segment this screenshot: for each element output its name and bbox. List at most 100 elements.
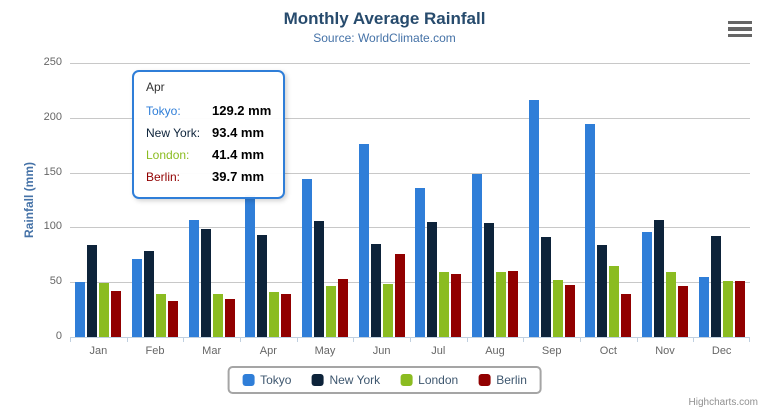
bar-london-jan[interactable] [99,283,110,337]
gridline-250 [70,63,750,64]
bar-new-york-aug[interactable] [483,222,494,337]
bar-berlin-sep[interactable] [564,284,575,337]
bar-london-jul[interactable] [439,272,450,337]
bar-new-york-mar[interactable] [200,229,211,337]
bar-london-aug[interactable] [495,271,506,337]
x-axis-label-may: May [314,345,336,357]
bar-group-feb [127,63,184,337]
tooltip-series-name: London: [146,148,190,162]
bar-london-jun[interactable] [382,284,393,337]
bar-tokyo-jan[interactable] [75,282,86,337]
gridline-50 [70,282,750,284]
bar-london-nov[interactable] [665,272,676,337]
bar-tokyo-mar[interactable] [188,220,199,337]
bar-new-york-jul[interactable] [427,221,438,337]
x-axis-tick [636,337,638,342]
credits-link[interactable]: Highcharts.com [688,397,758,408]
chart-title: Monthly Average Rainfall [283,9,486,28]
bar-london-dec[interactable] [722,280,733,337]
tooltip-row-berlin: Berlin: 39.7 mm [146,166,271,188]
bar-group-oct [580,63,637,337]
export-menu-button[interactable] [727,19,753,39]
bar-group-nov [637,63,694,337]
bar-london-oct[interactable] [609,265,620,337]
x-axis-tick [410,337,411,342]
x-axis-label-aug: Aug [485,345,505,357]
tooltip-series-name: New York: [146,126,201,140]
bar-new-york-dec[interactable] [710,235,721,337]
y-axis-label-150: 150 [43,165,62,178]
bar-berlin-jul[interactable] [451,274,462,337]
tooltip-series-value: 39.7 mm [212,169,265,184]
bar-london-sep[interactable] [552,279,563,337]
bar-tokyo-dec[interactable] [698,277,709,337]
bar-tokyo-feb[interactable] [131,258,142,337]
bar-london-feb[interactable] [155,294,166,337]
y-axis-label-200: 200 [43,110,62,123]
legend-label: New York [329,373,381,387]
x-axis-tick [749,337,750,342]
tooltip-series-value: 93.4 mm [212,125,265,140]
bar-berlin-oct[interactable] [621,294,632,337]
legend-item-london[interactable]: London [400,373,458,387]
bar-berlin-jun[interactable] [394,254,405,337]
bar-group-jan [70,63,127,337]
legend-item-tokyo[interactable]: Tokyo [242,373,291,387]
y-axis-label-50: 50 [49,275,62,288]
bar-group-dec [693,63,750,337]
bar-new-york-may[interactable] [313,220,324,337]
y-axis-title: Rainfall (mm) [22,161,36,239]
tooltip-series-value: 129.2 mm [212,103,272,118]
bar-new-york-oct[interactable] [597,245,608,337]
y-axis-label-250: 250 [43,56,62,68]
plot-area: 0 50 100 150 200 250 Jan Feb Mar Apr May Jun Jul Aug S… [44,56,750,357]
bar-berlin-dec[interactable] [734,281,745,337]
x-axis-label-jun: Jun [372,345,391,357]
legend-item-berlin[interactable]: Berlin [478,373,527,387]
gridline-150 [70,172,750,174]
legend-symbol-icon [400,374,413,386]
bar-tokyo-sep[interactable] [528,99,539,337]
bar-new-york-sep[interactable] [540,237,551,337]
bar-berlin-apr[interactable] [281,293,292,337]
x-axis-label-feb: Feb [145,345,165,357]
tooltip-series-name: Berlin: [146,170,181,184]
tooltip-row-tokyo: Tokyo: 129.2 mm [146,100,271,122]
bar-new-york-feb[interactable] [143,250,154,337]
tooltip: Apr Tokyo: 129.2 mm New York: 93.4 mm London… [132,70,286,199]
bar-london-may[interactable] [325,285,336,337]
hamburger-icon [728,20,752,25]
x-axis-label-jan: Jan [89,345,108,357]
bar-new-york-jun[interactable] [370,244,381,337]
bar-berlin-nov[interactable] [677,285,688,337]
bar-group-jun [353,63,410,337]
bar-berlin-mar[interactable] [224,299,235,337]
bar-berlin-jan[interactable] [111,290,122,337]
bar-berlin-aug[interactable] [507,270,518,337]
x-axis-tick [183,337,185,342]
bar-new-york-nov[interactable] [653,220,664,337]
bar-berlin-may[interactable] [337,279,348,337]
tooltip-row-london: London: 41.4 mm [146,144,271,166]
x-axis-tick [693,337,695,342]
bar-tokyo-nov[interactable] [641,232,652,337]
legend-item-new-york[interactable]: New York [311,373,380,387]
bar-berlin-feb[interactable] [167,300,178,337]
x-axis-label-oct: Oct [599,345,617,357]
bar-tokyo-jun[interactable] [358,144,369,337]
bar-tokyo-aug[interactable] [471,174,482,337]
legend-label: Tokyo [260,373,292,387]
bar-london-mar[interactable] [212,293,223,337]
bar-tokyo-may[interactable] [301,179,312,337]
x-axis-tick [353,337,355,342]
bar-tokyo-jul[interactable] [415,188,426,337]
x-axis-tick [523,337,525,342]
bar-tokyo-apr[interactable] [245,195,256,337]
bar-new-york-jan[interactable] [87,245,98,337]
x-axis-tick [126,337,128,342]
bar-tokyo-oct[interactable] [585,124,596,337]
x-axis-label-mar: Mar [202,345,222,357]
bar-new-york-apr[interactable] [257,234,268,337]
bar-london-apr[interactable] [269,291,280,337]
